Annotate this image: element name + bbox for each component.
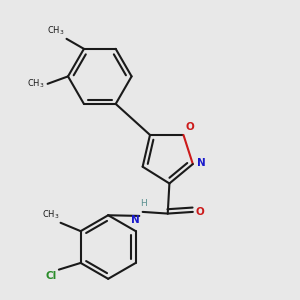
- Text: CH$_3$: CH$_3$: [42, 208, 60, 221]
- Text: CH$_3$: CH$_3$: [47, 25, 65, 37]
- Text: N: N: [131, 214, 140, 225]
- Text: O: O: [186, 122, 195, 132]
- Text: N: N: [197, 158, 206, 168]
- Text: Cl: Cl: [46, 271, 57, 281]
- Text: H: H: [141, 199, 147, 208]
- Text: O: O: [196, 207, 204, 217]
- Text: CH$_3$: CH$_3$: [27, 78, 45, 90]
